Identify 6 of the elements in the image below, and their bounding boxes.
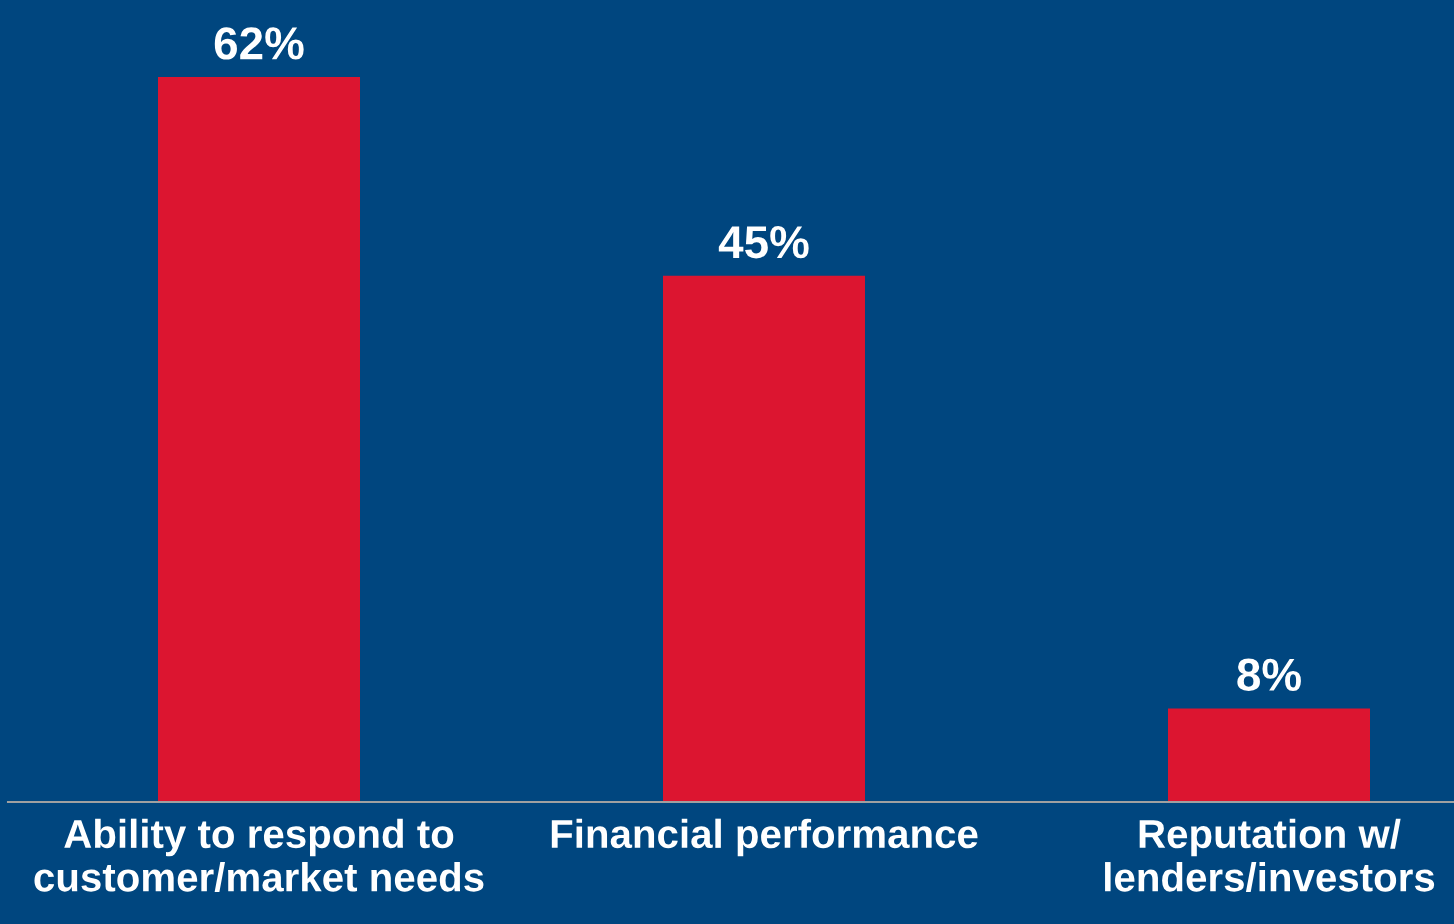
data-label: 8% [1237,658,1301,692]
x-tick-label: Reputation w/ lenders/investors [1105,818,1435,893]
x-tick-label: Financial performance [551,818,978,857]
x-tick-label: Ability to respond to customer/market needs [34,818,484,893]
data-label: 62% [214,27,304,60]
data-label: 45% [718,226,809,259]
